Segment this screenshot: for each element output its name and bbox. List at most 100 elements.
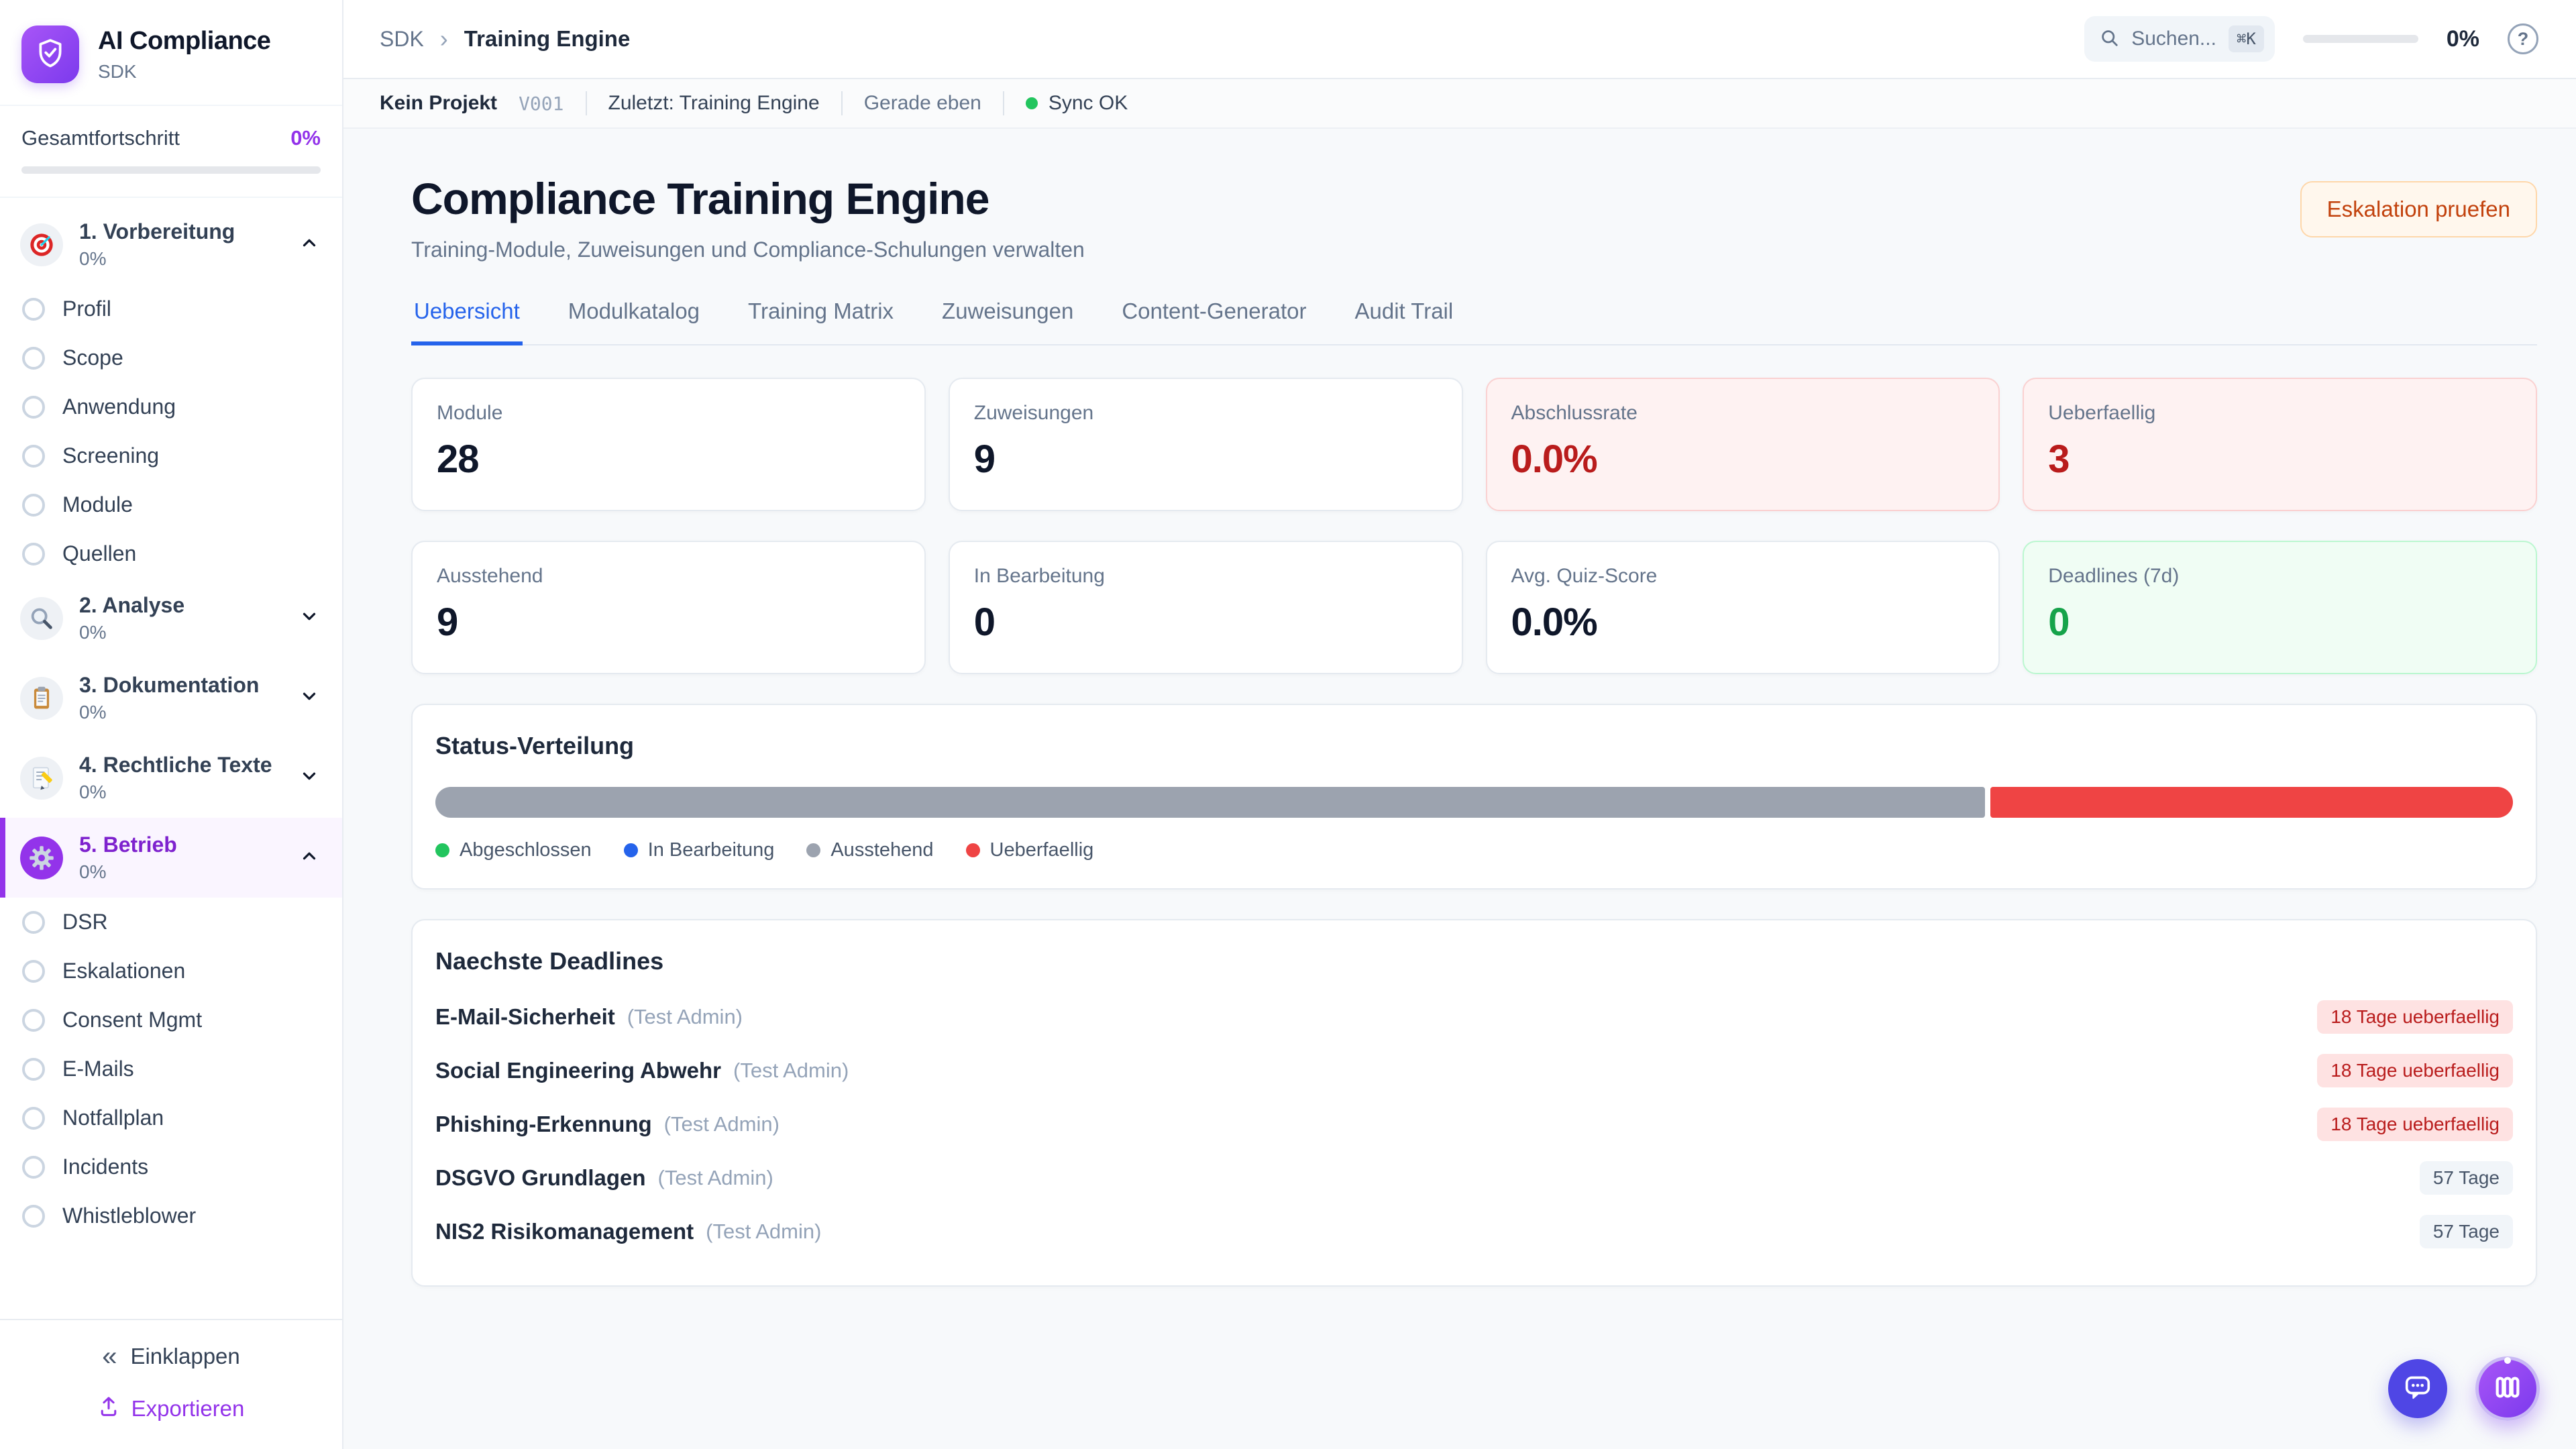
tab-modulkatalog[interactable]: Modulkatalog [568,299,700,323]
status-bar: Kein Projekt V001 Zuletzt: Training Engi… [343,79,2576,129]
legend-label: Ausstehend [830,839,934,861]
sidebar-item-anwendung[interactable]: Anwendung [0,382,342,431]
sidebar-section-rechtliche-texte[interactable]: 4. Rechtliche Texte 0% [0,738,342,818]
chat-bubble-icon [2402,1372,2433,1406]
sidebar-section-analyse[interactable]: 2. Analyse 0% [0,578,342,658]
search-input[interactable]: Suchen... ⌘K [2084,16,2275,62]
sidebar-item-module[interactable]: Module [0,480,342,529]
deadline-name: Phishing-Erkennung [435,1112,652,1136]
section-name: 1. Vorbereitung [79,219,235,244]
chevron-down-icon [299,686,319,710]
chevron-down-icon [299,766,319,790]
sync-status: Sync OK [1025,92,1128,115]
search-icon [2099,28,2119,51]
section-name: 3. Dokumentation [79,673,260,697]
sidebar-item-whistleblower[interactable]: Whistleblower [0,1191,342,1240]
deadline-name: Social Engineering Abwehr [435,1058,722,1083]
keyboard-shortcut-badge: ⌘K [2228,25,2264,52]
columns-fab-button[interactable] [2475,1356,2540,1421]
section-percent: 0% [79,622,107,643]
breadcrumb-current: Training Engine [464,26,631,51]
tab-content-generator[interactable]: Content-Generator [1122,299,1307,323]
export-button[interactable]: Exportieren [98,1395,245,1422]
sidebar-section-dokumentation[interactable]: 3. Dokumentation 0% [0,658,342,738]
sidebar-item-label: Notfallplan [62,1106,164,1130]
sidebar-item-screening[interactable]: Screening [0,431,342,480]
progress-circle [22,1008,45,1032]
divider [841,91,843,115]
sidebar-item-incidents[interactable]: Incidents [0,1142,342,1191]
stat-card-ausstehend: Ausstehend 9 [411,541,926,674]
sidebar-item-label: Consent Mgmt [62,1008,203,1032]
project-name: Kein Projekt [380,92,498,114]
section-percent: 0% [79,782,107,802]
breadcrumb-root[interactable]: SDK [380,26,424,51]
chevron-up-icon [299,233,319,256]
sidebar-item-profil[interactable]: Profil [0,284,342,333]
check-escalation-button[interactable]: Eskalation pruefen [2300,181,2537,237]
stat-value: 0.0% [1511,437,1598,481]
header-progress-value: 0% [2446,25,2479,52]
tab-zuweisungen[interactable]: Zuweisungen [942,299,1074,323]
sidebar-item-label: Incidents [62,1155,149,1179]
topbar: SDK › Training Engine Suchen... ⌘K 0% ? [343,0,2576,79]
tab-uebersicht[interactable]: Uebersicht [411,293,523,345]
tab-audit-trail[interactable]: Audit Trail [1354,299,1454,323]
deadline-badge: 57 Tage [2419,1161,2513,1195]
stat-label: Ausstehend [437,565,543,587]
gear-icon [20,836,63,879]
sidebar-item-label: Screening [62,443,160,468]
stat-card-in-bearbeitung: In Bearbeitung 0 [948,541,1463,674]
columns-icon [2492,1372,2523,1406]
sidebar-item-consent-mgmt[interactable]: Consent Mgmt [0,996,342,1044]
stat-value: 0 [2048,600,2070,644]
header-progress-track [2302,35,2418,43]
progress-circle [22,1057,45,1081]
memo-icon [20,756,63,800]
version-badge: V001 [519,92,564,115]
stats-grid: Module 28 Zuweisungen 9 Abschlussrate 0.… [411,378,2537,674]
deadline-name: E-Mail-Sicherheit [435,1004,615,1029]
export-label: Exportieren [131,1396,245,1421]
legend-item-ueberfaellig: Ueberfaellig [965,839,1093,861]
legend-item-ausstehend: Ausstehend [806,839,934,861]
deadline-assignee: (Test Admin) [663,1112,780,1136]
deadlines-list: E-Mail-Sicherheit (Test Admin) 18 Tage u… [435,990,2513,1258]
sidebar-section-vorbereitung[interactable]: 1. Vorbereitung 0% [0,205,342,284]
breadcrumb: SDK › Training Engine [380,25,630,53]
sidebar-item-scope[interactable]: Scope [0,333,342,382]
divider [585,91,587,115]
status-distribution-panel: Status-Verteilung Abgeschlossen In Bearb… [411,704,2537,890]
deadline-assignee: (Test Admin) [657,1166,773,1189]
sidebar-item-eskalationen[interactable]: Eskalationen [0,947,342,996]
stat-card-abschlussrate: Abschlussrate 0.0% [1485,378,2000,511]
deadline-badge: 18 Tage ueberfaellig [2317,1000,2513,1034]
stat-value: 28 [437,437,480,481]
sidebar-item-dsr[interactable]: DSR [0,898,342,947]
status-legend: Abgeschlossen In Bearbeitung Ausstehend … [435,839,2513,861]
stat-card-zuweisungen: Zuweisungen 9 [948,378,1463,511]
stat-card-module: Module 28 [411,378,926,511]
section-percent: 0% [79,248,107,269]
stat-label: Module [437,402,503,424]
bar-segment-ueberfaellig [1990,787,2513,818]
sidebar-item-quellen[interactable]: Quellen [0,529,342,578]
app-logo [21,25,79,83]
sidebar-section-betrieb[interactable]: 5. Betrieb 0% [0,818,342,898]
double-chevron-left-icon: « [102,1342,117,1371]
sidebar-item-label: Whistleblower [62,1203,197,1228]
legend-item-abgeschlossen: Abgeschlossen [435,839,592,861]
sidebar-item-label: Module [62,492,133,517]
last-visited: Zuletzt: Training Engine [608,92,820,114]
help-icon[interactable]: ? [2508,23,2538,54]
legend-item-in-bearbeitung: In Bearbeitung [623,839,774,861]
tab-training-matrix[interactable]: Training Matrix [748,299,894,323]
collapse-sidebar-button[interactable]: « Einklappen [102,1343,240,1370]
chat-fab-button[interactable] [2388,1359,2447,1418]
deadline-badge: 18 Tage ueberfaellig [2317,1054,2513,1087]
progress-circle [22,346,45,370]
section-percent: 0% [79,861,107,882]
sidebar-item-e-mails[interactable]: E-Mails [0,1044,342,1093]
progress-circle [22,1204,45,1228]
sidebar-item-notfallplan[interactable]: Notfallplan [0,1093,342,1142]
